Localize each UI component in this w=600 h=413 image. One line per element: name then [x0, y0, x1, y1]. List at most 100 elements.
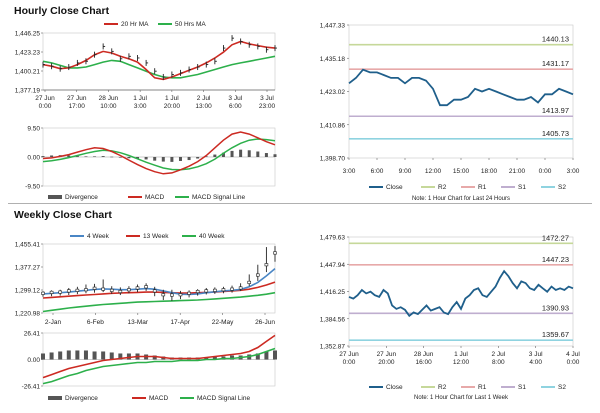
divergence-bar	[50, 155, 54, 157]
candle-body	[49, 290, 54, 294]
candle-body	[273, 251, 277, 255]
legend-20hr-ma-label: 20 Hr MA	[121, 21, 149, 28]
x-tick-label: 3:00	[343, 168, 356, 175]
x-tick-label: 27 Jun 17:00	[67, 95, 87, 110]
divergence-bar	[247, 150, 251, 157]
divergence-bar	[239, 149, 243, 157]
divergence-bar	[264, 351, 269, 360]
divergence-bar	[196, 157, 200, 159]
candle-body	[221, 288, 226, 292]
divergence-bar	[118, 353, 123, 360]
divergence-bar	[255, 353, 260, 360]
level-s1-label: 1390.93	[542, 303, 569, 312]
candle-body	[118, 290, 123, 294]
legend-divergence-label: Divergence	[65, 194, 98, 201]
y-tick-label: 1,377.19	[15, 88, 41, 95]
level-r1-label: 1431.17	[542, 59, 569, 68]
x-tick-label: 2-Jan	[45, 319, 62, 326]
candle-body	[230, 287, 234, 291]
divergence-bar	[93, 156, 97, 157]
x-tick-label: 17-Apr	[170, 319, 190, 326]
legend-r2-label: R2	[438, 184, 447, 191]
divergence-bar	[230, 150, 234, 157]
y-tick-label: 1,479.63	[320, 235, 346, 242]
candle-body	[127, 288, 131, 292]
legend-4-week-label: 4 Week	[87, 233, 110, 240]
x-tick-label: 3:00	[567, 168, 580, 175]
y-tick-label: 1,400.21	[15, 69, 41, 76]
y-tick-label: 1,398.70	[320, 156, 346, 163]
divergence-bar	[153, 157, 157, 161]
legend-s1-label: S1	[518, 384, 526, 391]
level-r2-label: 1440.13	[542, 35, 569, 44]
y-tick-label: 1,447.94	[320, 262, 346, 269]
series-close	[348, 68, 574, 107]
series-close	[348, 269, 574, 318]
divergence-bar	[273, 350, 277, 360]
x-tick-label: 3 Jul 4:00	[529, 351, 543, 366]
series-4-week	[42, 267, 276, 296]
divergence-bar	[126, 353, 131, 360]
legend-close-label: Close	[386, 184, 403, 191]
divergence-bar	[127, 157, 131, 159]
candle-body	[238, 286, 243, 290]
y-tick-label: 1,455.41	[15, 242, 41, 249]
divergence-bar	[58, 351, 63, 360]
legend-divergence-swatch	[48, 195, 62, 199]
x-tick-label: 4 Jul 0:00	[566, 351, 580, 366]
hourly-pivot-chart: 1,447.33 1,435.18 1,423.02 1,410.86 1,398.70…	[320, 23, 580, 203]
weekly-pivot-chart: 1,479.63 1,447.94 1,416.25 1,384.56 1,352.87…	[320, 233, 581, 401]
level-s2-label: 1359.67	[542, 330, 569, 339]
y-tick-label: 9.50	[27, 126, 40, 133]
divergence-bar	[144, 157, 148, 160]
divergence-bar	[110, 156, 114, 158]
divergence-bar	[256, 151, 260, 157]
legend-macd-signal-label: MACD Signal Line	[192, 194, 245, 201]
legend-40-week-label: 40 Week	[199, 233, 225, 240]
divergence-bar	[230, 355, 235, 360]
x-tick-label: 18:00	[481, 168, 498, 175]
divergence-bar	[75, 156, 79, 157]
series-20hr-ma	[42, 40, 276, 81]
candle-body	[92, 286, 97, 290]
y-tick-label: 1,377.27	[15, 265, 41, 272]
candle-body	[264, 263, 269, 267]
candle-body	[247, 280, 252, 284]
x-tick-label: 6:00	[371, 168, 384, 175]
y-tick-label: 26.41	[24, 331, 41, 338]
x-tick-label: 1 Jul 3:00	[133, 95, 147, 110]
chart-note: Note: 1 Hour Chart for Last 24 Hours	[412, 196, 510, 202]
y-tick-label: 1,446.25	[15, 31, 41, 38]
y-tick-label: 1,384.56	[320, 316, 346, 323]
y-tick-label: 1,423.02	[320, 89, 346, 96]
y-tick-label: 0.00	[27, 155, 40, 162]
candle-body	[256, 273, 260, 277]
x-tick-label: 15:00	[453, 168, 470, 175]
divergence-bar	[212, 356, 217, 360]
x-tick-label: 9:00	[399, 168, 412, 175]
x-tick-label: 27 Jun 0:00	[35, 95, 55, 110]
series-macd	[42, 334, 276, 379]
divergence-bar	[152, 355, 157, 360]
y-tick-label: 1,435.18	[320, 56, 346, 63]
x-tick-label: 3 Jul 6:00	[228, 95, 242, 110]
candle-body	[213, 288, 217, 292]
divergence-bar	[75, 350, 80, 360]
candle-body	[66, 289, 71, 293]
series-macd	[42, 131, 276, 175]
x-tick-label: 2 Jul 13:00	[195, 95, 212, 110]
x-tick-label: 26-Jun	[255, 319, 275, 326]
y-tick-label: 1,299.12	[15, 288, 41, 295]
legend-macd-label: MACD	[145, 194, 164, 201]
divergence-bar	[66, 350, 71, 360]
candle-body	[204, 289, 209, 293]
level-s1-label: 1413.97	[542, 106, 569, 115]
x-tick-label: 1 Jul 12:00	[453, 351, 470, 366]
weekly-section-title: Weekly Close Chart	[14, 209, 112, 221]
x-tick-label: 6-Feb	[87, 319, 104, 326]
hourly-section-title: Hourly Close Chart	[14, 5, 110, 17]
divergence-bar	[101, 351, 106, 360]
x-tick-label: 3 Jul 23:00	[259, 95, 276, 110]
candle-body	[109, 288, 114, 292]
